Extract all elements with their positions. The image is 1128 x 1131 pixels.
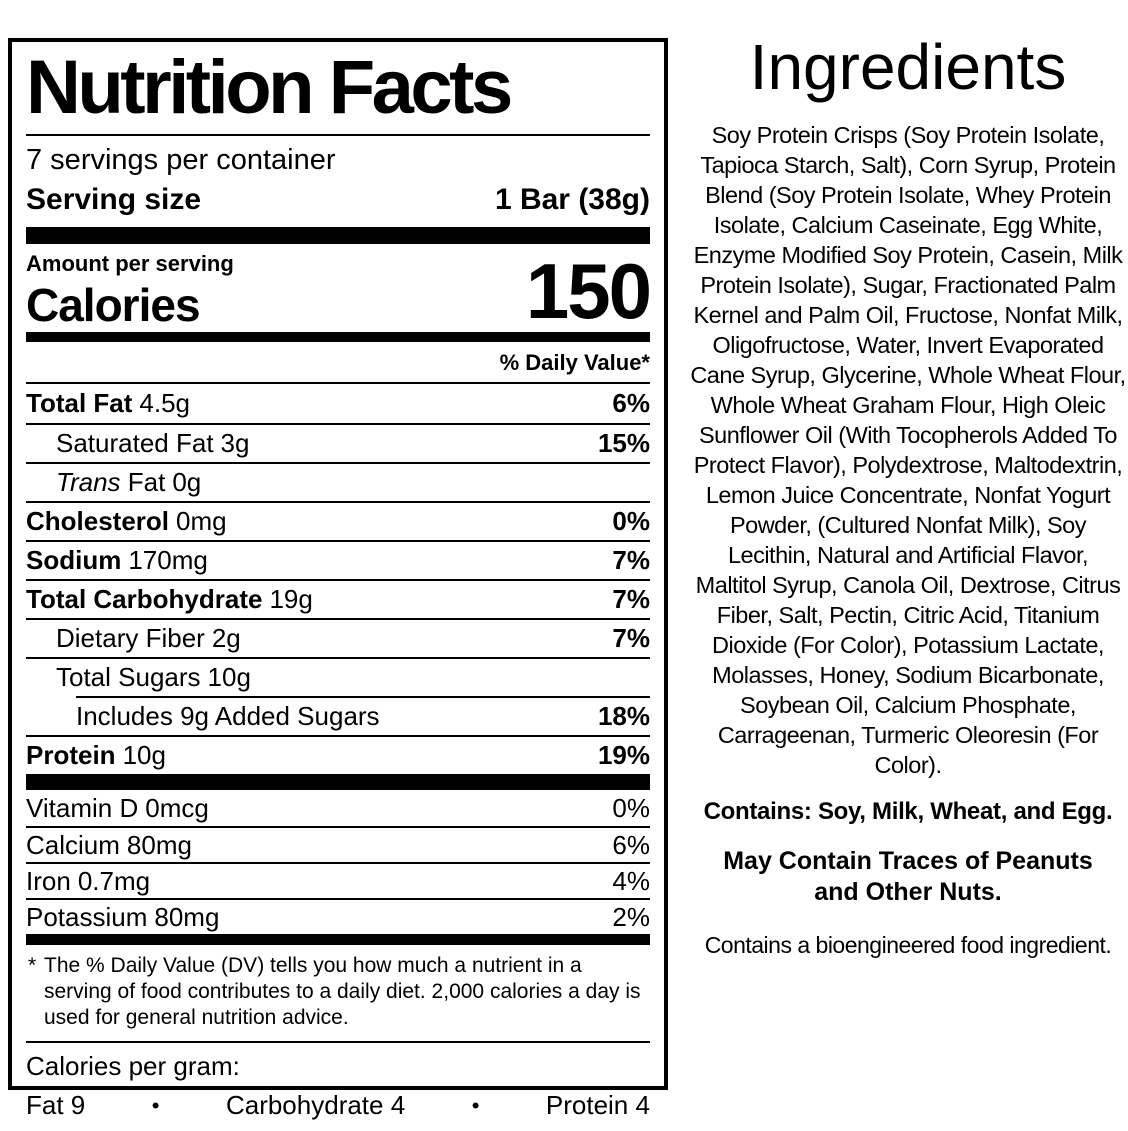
nutrient-row-added-sugars: Includes 9g Added Sugars 18%	[76, 696, 650, 735]
divider-bar-medium	[26, 934, 650, 945]
daily-value-footnote: * The % Daily Value (DV) tells you how m…	[26, 945, 650, 1041]
nutrient-dv: 6%	[612, 388, 650, 418]
vitamin-row-iron: Iron 0.7mg 4%	[26, 862, 650, 898]
vitamin-row-calcium: Calcium 80mg 6%	[26, 826, 650, 862]
ingredients-title: Ingredients	[749, 31, 1067, 103]
nutrition-facts-label: Nutrition Facts 7 servings per container…	[8, 38, 668, 1120]
footnote-text: The % Daily Value (DV) tells you how muc…	[44, 954, 641, 1029]
amount-per-serving-label: Amount per serving	[26, 251, 234, 276]
nutrient-dv: 0%	[612, 792, 650, 823]
nutrient-name: Total Carbohydrate	[26, 584, 263, 614]
nutrient-amount: 4.5g	[139, 388, 191, 418]
divider-bar-thick	[26, 227, 650, 244]
nutrient-name: Fat	[120, 467, 166, 497]
nutrition-facts-title: Nutrition Facts	[26, 42, 650, 136]
serving-size-row: Serving size 1 Bar (38g)	[26, 179, 650, 227]
nutrient-amount: 80mg	[154, 901, 220, 932]
calories-block: Amount per serving Calories 150	[26, 244, 652, 335]
nutrient-name: Vitamin D	[26, 792, 139, 823]
calories-label: Calories	[26, 279, 201, 331]
may-contain-statement: May Contain Traces of Peanuts and Other …	[723, 847, 1093, 906]
nutrient-name: Iron	[26, 865, 71, 896]
nutrient-name: Total Sugars	[56, 662, 201, 692]
bioengineered-statement: Contains a bioengineered food ingredient…	[704, 932, 1112, 958]
calories-per-gram-protein: Protein 4	[545, 1090, 650, 1120]
servings-per-container: 7 servings per container	[26, 144, 336, 176]
nutrient-name: Calcium	[26, 829, 120, 860]
nutrient-dv: 7%	[612, 623, 650, 653]
nutrient-dv: 18%	[597, 701, 650, 731]
calories-per-gram-row: Fat 9 • Carbohydrate 4 • Protein 4	[26, 1086, 650, 1131]
vitamin-row-vitamin-d: Vitamin D 0mcg 0%	[26, 790, 650, 826]
nutrient-amount: 170mg	[128, 545, 208, 575]
nutrient-row-saturated-fat: Saturated Fat 3g 15%	[26, 423, 650, 462]
daily-value-header: % Daily Value*	[26, 342, 650, 384]
nutrient-dv: 7%	[612, 545, 650, 575]
bullet-separator: •	[471, 1092, 480, 1118]
nutrient-name: Total Fat	[26, 388, 133, 418]
serving-size-value: 1 Bar (38g)	[494, 183, 650, 216]
nutrient-amount: 3g	[220, 428, 250, 458]
serving-size-label: Serving size	[26, 183, 202, 216]
ingredients-body: Soy Protein Crisps (Soy Protein Isolate,…	[690, 122, 1126, 778]
footnote-marker: *	[28, 954, 37, 977]
calories-per-gram-fat: Fat 9	[26, 1090, 86, 1120]
nutrient-dv: 15%	[597, 428, 650, 458]
bullet-separator: •	[151, 1092, 160, 1118]
nutrient-amount: 2g	[211, 623, 241, 653]
nutrient-amount: 0mcg	[145, 792, 209, 823]
nutrient-name: Sodium	[26, 545, 122, 575]
nutrient-row-cholesterol: Cholesterol 0mg 0%	[26, 501, 650, 540]
nutrient-amount: 0.7mg	[77, 865, 151, 896]
nutrient-row-protein: Protein 10g 19%	[26, 735, 650, 774]
nutrient-amount: 10g	[122, 740, 166, 770]
nutrient-name: Potassium	[26, 901, 148, 932]
nutrient-dv: 0%	[612, 506, 650, 536]
divider-bar-thick	[26, 774, 650, 790]
nutrient-name: Cholesterol	[26, 506, 170, 536]
nutrient-row-trans-fat: Trans Fat 0g	[26, 462, 650, 501]
calories-per-gram-carbohydrate: Carbohydrate 4	[225, 1090, 406, 1120]
nutrient-name: Saturated Fat	[56, 428, 214, 458]
nutrient-name: Includes 9g Added Sugars	[76, 701, 380, 731]
nutrient-row-total-sugars: Total Sugars 10g	[26, 657, 650, 696]
divider-bar-medium	[26, 332, 650, 342]
nutrient-name: Dietary Fiber	[56, 623, 205, 653]
vitamin-row-potassium: Potassium 80mg 2%	[26, 898, 650, 934]
nutrient-dv: 4%	[612, 865, 650, 896]
nutrient-name-italic: Trans	[56, 467, 121, 497]
nutrient-row-sodium: Sodium 170mg 7%	[26, 540, 650, 579]
contains-statement: Contains: Soy, Milk, Wheat, and Egg.	[703, 798, 1113, 825]
nutrient-dv: 7%	[612, 584, 650, 614]
nutrient-amount: 10g	[207, 662, 251, 692]
calories-per-gram-section: Calories per gram: Fat 9 • Carbohydrate …	[26, 1041, 650, 1131]
nutrient-dv: 6%	[612, 829, 650, 860]
nutrient-row-total-carbohydrate: Total Carbohydrate 19g 7%	[26, 579, 650, 618]
nutrient-name: Protein	[26, 740, 116, 770]
nutrient-dv: 2%	[612, 901, 650, 932]
nutrient-dv: 19%	[597, 740, 650, 770]
nutrient-row-total-fat: Total Fat 4.5g 6%	[26, 384, 650, 423]
nutrient-amount: 0g	[172, 467, 202, 497]
nutrient-amount: 80mg	[126, 829, 192, 860]
nutrient-row-dietary-fiber: Dietary Fiber 2g 7%	[26, 618, 650, 657]
nutrient-amount: 19g	[269, 584, 313, 614]
calories-value: 150	[525, 247, 652, 335]
nutrient-amount: 0mg	[176, 506, 227, 536]
calories-per-gram-label: Calories per gram:	[26, 1051, 240, 1081]
ingredients-panel: Ingredients Soy Protein Crisps (Soy Prot…	[690, 30, 1126, 959]
